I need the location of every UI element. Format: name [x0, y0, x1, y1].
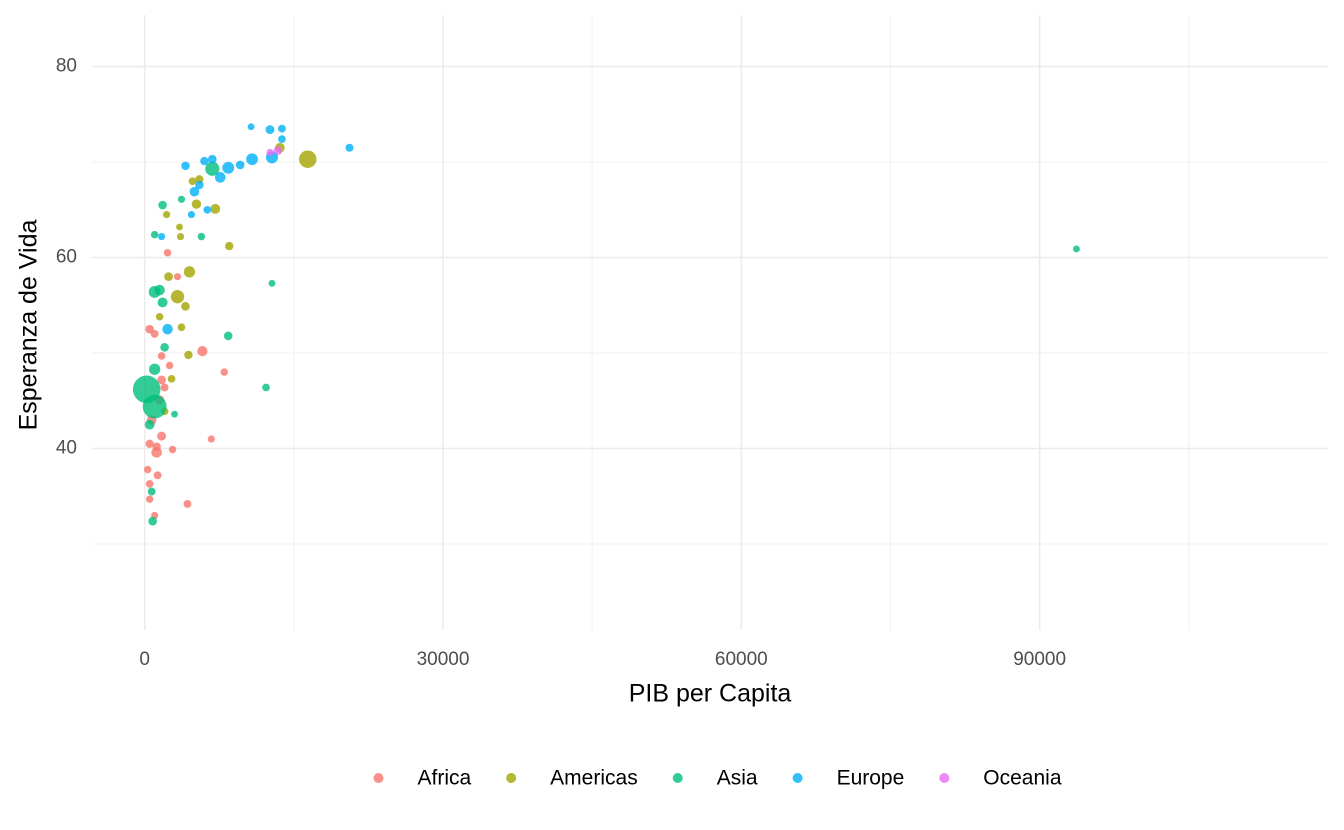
- point: [176, 232, 185, 241]
- point: [225, 241, 234, 251]
- point: [158, 232, 166, 241]
- point: [153, 471, 162, 480]
- point: [155, 313, 164, 321]
- point: [188, 177, 197, 186]
- point: [207, 435, 215, 443]
- point: [151, 447, 162, 458]
- point: [150, 330, 159, 338]
- point: [262, 383, 270, 392]
- legend-marker: [506, 773, 517, 783]
- point: [191, 199, 202, 209]
- legend-marker: [792, 773, 803, 783]
- grid: [92, 15, 1328, 630]
- point: [167, 375, 176, 383]
- point: [142, 394, 167, 419]
- point: [247, 123, 255, 131]
- point: [246, 153, 258, 166]
- point: [278, 135, 286, 143]
- point: [266, 148, 274, 157]
- point: [183, 266, 196, 278]
- point: [163, 249, 172, 257]
- legend-marker: [373, 773, 384, 783]
- x-tick-label: 0: [139, 649, 150, 670]
- point: [273, 146, 283, 155]
- point: [277, 124, 286, 133]
- point: [345, 143, 354, 152]
- legend-label: Europe: [837, 767, 905, 790]
- point: [144, 419, 155, 430]
- x-tick-label: 90000: [1013, 649, 1066, 670]
- point: [157, 431, 167, 441]
- point: [299, 150, 317, 168]
- point: [197, 232, 206, 241]
- point: [148, 363, 161, 375]
- point: [181, 161, 190, 171]
- point: [177, 195, 186, 203]
- point: [265, 125, 275, 135]
- y-tick-label: 40: [56, 438, 77, 459]
- legend-marker: [672, 773, 683, 783]
- point: [183, 500, 192, 508]
- point: [189, 186, 200, 197]
- point: [147, 487, 156, 496]
- point: [184, 350, 193, 360]
- legend-marker: [939, 773, 950, 783]
- point: [222, 161, 235, 174]
- y-tick-label: 60: [56, 247, 77, 268]
- point: [160, 383, 169, 392]
- point: [145, 439, 154, 448]
- point: [165, 361, 174, 370]
- point: [205, 161, 220, 176]
- point: [235, 160, 245, 170]
- y-axis-title: Esperanza de Vida: [15, 220, 43, 431]
- legend-label: Asia: [717, 767, 758, 790]
- point: [160, 343, 169, 352]
- y-tick-label: 80: [56, 56, 77, 77]
- point: [150, 230, 159, 239]
- point: [164, 272, 173, 282]
- point: [170, 290, 185, 304]
- point: [168, 445, 177, 454]
- point: [177, 323, 186, 332]
- point: [181, 301, 190, 311]
- legend-label: Americas: [550, 767, 638, 790]
- point: [157, 297, 168, 308]
- point: [210, 203, 221, 214]
- point: [268, 279, 276, 287]
- x-axis-title: PIB per Capita: [629, 680, 792, 708]
- point: [223, 331, 233, 341]
- point: [220, 368, 228, 376]
- point: [162, 210, 171, 219]
- point: [203, 205, 212, 214]
- point: [195, 180, 204, 190]
- point: [214, 172, 226, 183]
- legend-label: Africa: [417, 767, 471, 790]
- legend: Africa Americas Asia Europe Oceania: [373, 767, 1062, 790]
- point: [158, 200, 167, 210]
- point: [157, 375, 166, 385]
- point: [171, 410, 178, 418]
- point: [162, 323, 173, 335]
- point: [143, 465, 152, 474]
- legend-label: Oceania: [983, 767, 1062, 790]
- point: [197, 346, 208, 357]
- point: [207, 154, 217, 164]
- point: [145, 495, 154, 503]
- x-tick-label: 30000: [417, 649, 470, 670]
- point: [157, 352, 166, 360]
- points: [132, 123, 1080, 526]
- point: [187, 210, 196, 219]
- point: [1073, 245, 1080, 253]
- point: [200, 156, 209, 166]
- point: [176, 223, 183, 231]
- point: [148, 516, 157, 526]
- x-tick-label: 60000: [715, 649, 768, 670]
- point: [148, 285, 161, 298]
- point: [145, 480, 154, 488]
- point: [173, 273, 182, 281]
